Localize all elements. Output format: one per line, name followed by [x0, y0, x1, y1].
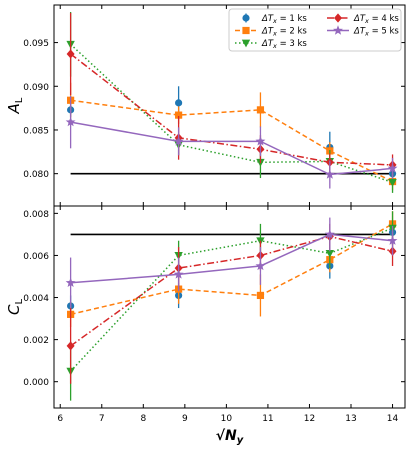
legend-marker [242, 14, 250, 22]
y-tick-label: 0.002 [23, 336, 49, 346]
data-point [65, 277, 76, 288]
legend-entry-2: ΔTx = 2 ks [235, 27, 307, 38]
y-axis-label: AL [5, 97, 25, 114]
series-line [70, 43, 393, 184]
data-point [387, 163, 398, 173]
y-tick-label: 0.085 [23, 126, 49, 136]
data-point [256, 291, 265, 300]
legend-label: ΔTx = 3 ks [261, 39, 307, 50]
legend-label: ΔTx = 5 ks [353, 27, 399, 38]
series-1 [67, 86, 397, 180]
data-point [65, 116, 76, 127]
data-point [175, 111, 183, 119]
series-line [70, 121, 393, 176]
y-tick-label: 0.080 [23, 170, 49, 180]
data-point [387, 235, 398, 245]
x-tick-label: 8 [140, 414, 146, 424]
legend-label: ΔTx = 1 ks [261, 14, 307, 25]
series-1 [67, 223, 397, 317]
x-tick-label: 12 [304, 414, 315, 424]
y-tick-label: 0.090 [23, 83, 49, 93]
data-point [388, 179, 397, 187]
data-point [256, 106, 265, 114]
series-5 [65, 95, 398, 189]
x-tick-label: 9 [182, 414, 188, 424]
x-tick-label: 10 [221, 414, 233, 424]
legend-label: ΔTx = 2 ks [261, 27, 307, 38]
x-tick-label: 11 [262, 414, 273, 424]
data-point [66, 49, 75, 59]
panel-bottom: 0.000 0.002 0.004 0.006 0.008 6 7 8 9 10 11 12 13 14 C… [5, 205, 406, 446]
legend-entry-3: ΔTx = 3 ks [235, 39, 307, 50]
legend-entry-1: ΔTx = 1 ks [242, 13, 307, 25]
legend-entry-4: ΔTx = 4 ks [327, 13, 399, 25]
y-tick-label: 0.006 [23, 252, 49, 262]
x-tick-label: 14 [387, 414, 399, 424]
legend-marker [241, 39, 251, 48]
series-3 [66, 211, 397, 401]
series-4 [66, 223, 397, 384]
data-point [255, 260, 266, 271]
y-tick-label: 0.004 [23, 294, 49, 304]
data-point [173, 136, 184, 146]
legend-label: ΔTx = 4 ks [353, 14, 399, 25]
data-point [255, 136, 266, 146]
x-tick-label: 13 [345, 414, 356, 424]
data-point [173, 269, 184, 279]
x-tick-label: 7 [99, 414, 105, 424]
data-point [324, 229, 335, 239]
legend-entry-5: ΔTx = 5 ks [327, 25, 399, 38]
series-line [70, 233, 393, 284]
legend-frame [228, 8, 402, 52]
axes-frame [53, 205, 406, 409]
y-tick-label: 0.000 [23, 378, 49, 388]
data-point [325, 249, 335, 258]
data-point [324, 169, 335, 179]
legend-marker [242, 26, 250, 35]
series-5 [65, 217, 398, 309]
y-tick-label: 0.008 [23, 210, 49, 220]
panel-top: 0.080 0.085 0.090 0.095 AL ΔTx = 1 ks ΔTx = 2 … [5, 4, 406, 207]
data-point [175, 99, 183, 107]
legend-marker [333, 25, 343, 35]
series-line [70, 235, 393, 347]
series-line [70, 53, 393, 166]
y-axis-label: CL [5, 299, 25, 315]
x-tick-label: 6 [57, 414, 63, 424]
y-tick-label: 0.095 [23, 39, 49, 49]
x-axis-label: √Ny [216, 428, 244, 446]
data-point [66, 341, 75, 351]
series-line [70, 227, 393, 372]
legend-marker [334, 13, 342, 23]
